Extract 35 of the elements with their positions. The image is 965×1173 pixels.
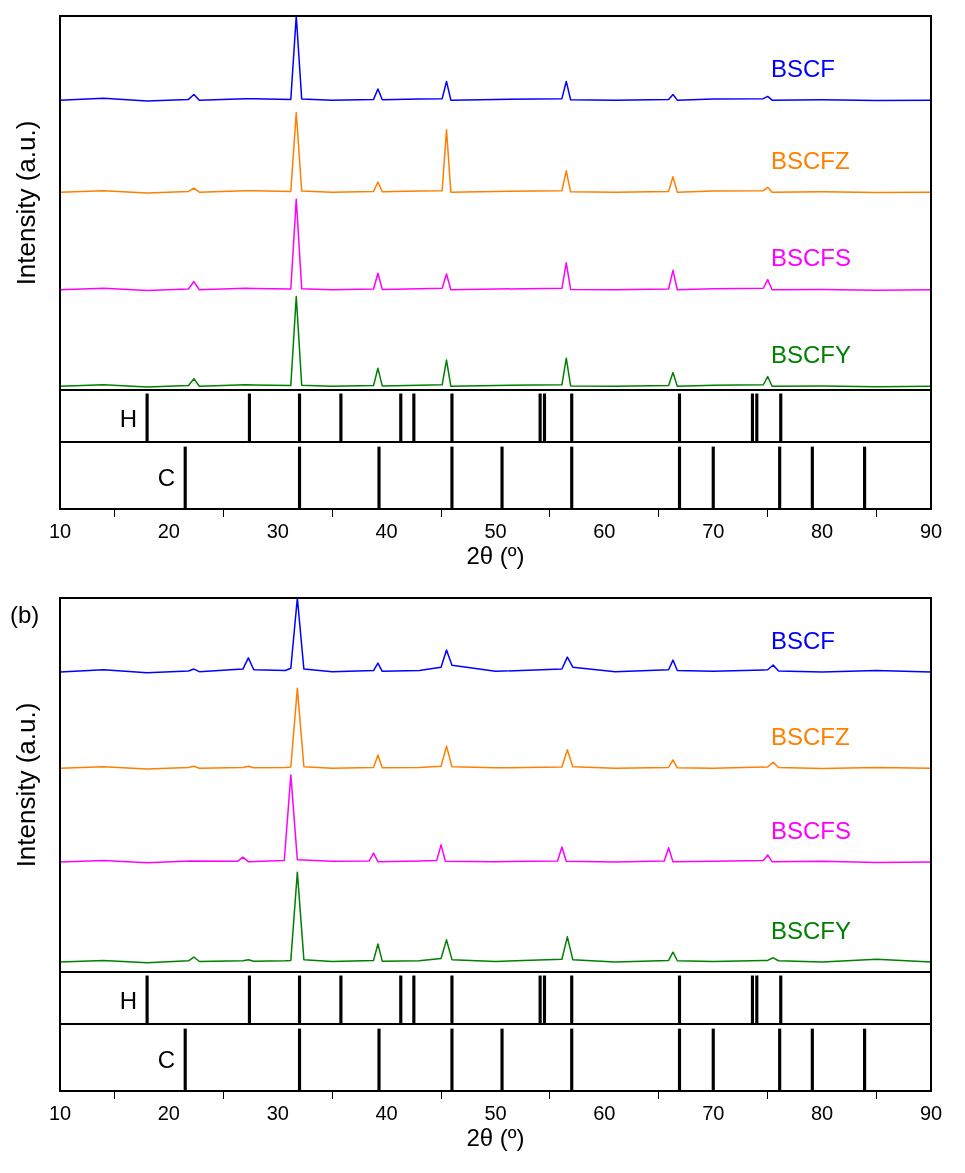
x-axis-title: 2θ (º): [466, 542, 525, 570]
x-tick-label: 70: [702, 1101, 725, 1124]
series-label: H: [119, 986, 138, 1014]
series-label: BSCFY: [771, 916, 852, 944]
x-tick-label: 90: [919, 1101, 943, 1124]
x-tick-label: 60: [593, 1101, 616, 1124]
x-tick-label: 10: [48, 1101, 72, 1124]
x-tick-label: 40: [375, 1101, 398, 1124]
y-axis-title: Intensity (a.u.): [10, 120, 41, 286]
text: (b): [10, 600, 40, 628]
series-label: BSCFZ: [771, 722, 850, 750]
series-label: C: [157, 464, 176, 492]
series-label: BSCFS: [771, 244, 852, 272]
series-label: C: [157, 1046, 176, 1074]
x-tick-label: 10: [48, 519, 72, 542]
x-tick-label: 60: [593, 519, 616, 542]
series-label: BSCF: [771, 626, 836, 654]
x-tick-label: 50: [484, 519, 507, 542]
y-axis-title: Intensity (a.u.): [10, 702, 41, 868]
x-tick-label: 40: [375, 519, 398, 542]
series-label: BSCFS: [771, 816, 852, 844]
series-label: H: [119, 404, 138, 432]
x-tick-label: 80: [811, 1101, 834, 1124]
x-tick-label: 30: [266, 519, 289, 542]
x-tick-label: 20: [157, 1101, 180, 1124]
x-tick-label: 80: [811, 519, 834, 542]
x-tick-label: 20: [157, 519, 180, 542]
x-tick-label: 50: [484, 1101, 507, 1124]
x-tick-label: 70: [702, 519, 725, 542]
x-tick-label: 90: [919, 519, 943, 542]
x-axis-title: 2θ (º): [466, 1124, 525, 1152]
series-label: BSCFY: [771, 340, 852, 368]
x-tick-label: 30: [266, 1101, 289, 1124]
series-label: BSCF: [771, 54, 836, 82]
series-label: BSCFZ: [771, 146, 850, 174]
